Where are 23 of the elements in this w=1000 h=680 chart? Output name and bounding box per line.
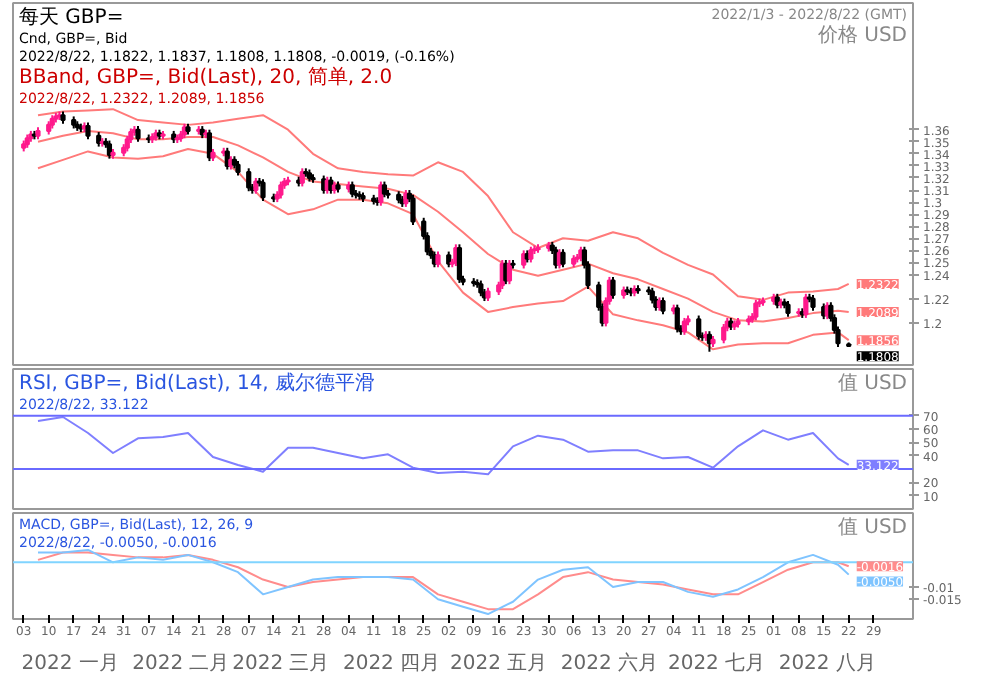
chart-title: 每天 GBP= xyxy=(19,5,124,29)
line-series xyxy=(37,108,850,301)
chart-title: RSI, GBP=, Bid(Last), 14, 威尔德平滑 xyxy=(19,371,376,395)
x2-tick-label: 2022 一月 xyxy=(21,653,119,675)
x2-tick-label: 2022 四月 xyxy=(342,653,441,675)
candlestick xyxy=(721,322,727,345)
line-series xyxy=(37,129,850,323)
y-axis-title: 值 USD xyxy=(837,517,908,539)
x2-tick-label: 2022 三月 xyxy=(232,653,330,675)
y-axis-title: 值 USD xyxy=(837,373,908,395)
line-series xyxy=(37,416,850,476)
candlestick xyxy=(560,248,566,269)
x2-tick-label: 2022 五月 xyxy=(450,653,548,675)
candlestick xyxy=(410,193,416,227)
annotation: BBand, GBP=, Bid(Last), 20, 简单, 2.0 xyxy=(19,65,393,89)
candlestick xyxy=(456,243,463,284)
x2-tick-label: 2022 六月 xyxy=(560,651,659,675)
candlestick xyxy=(610,275,616,300)
y-axis-title: 价格 USD xyxy=(815,23,908,47)
x2-tick-label: 2022 二月 xyxy=(132,653,230,675)
x2-tick-label: 2022 八月 xyxy=(778,653,876,675)
x2-tick-label: 2022 七月 xyxy=(667,651,766,675)
line-series xyxy=(37,148,850,351)
